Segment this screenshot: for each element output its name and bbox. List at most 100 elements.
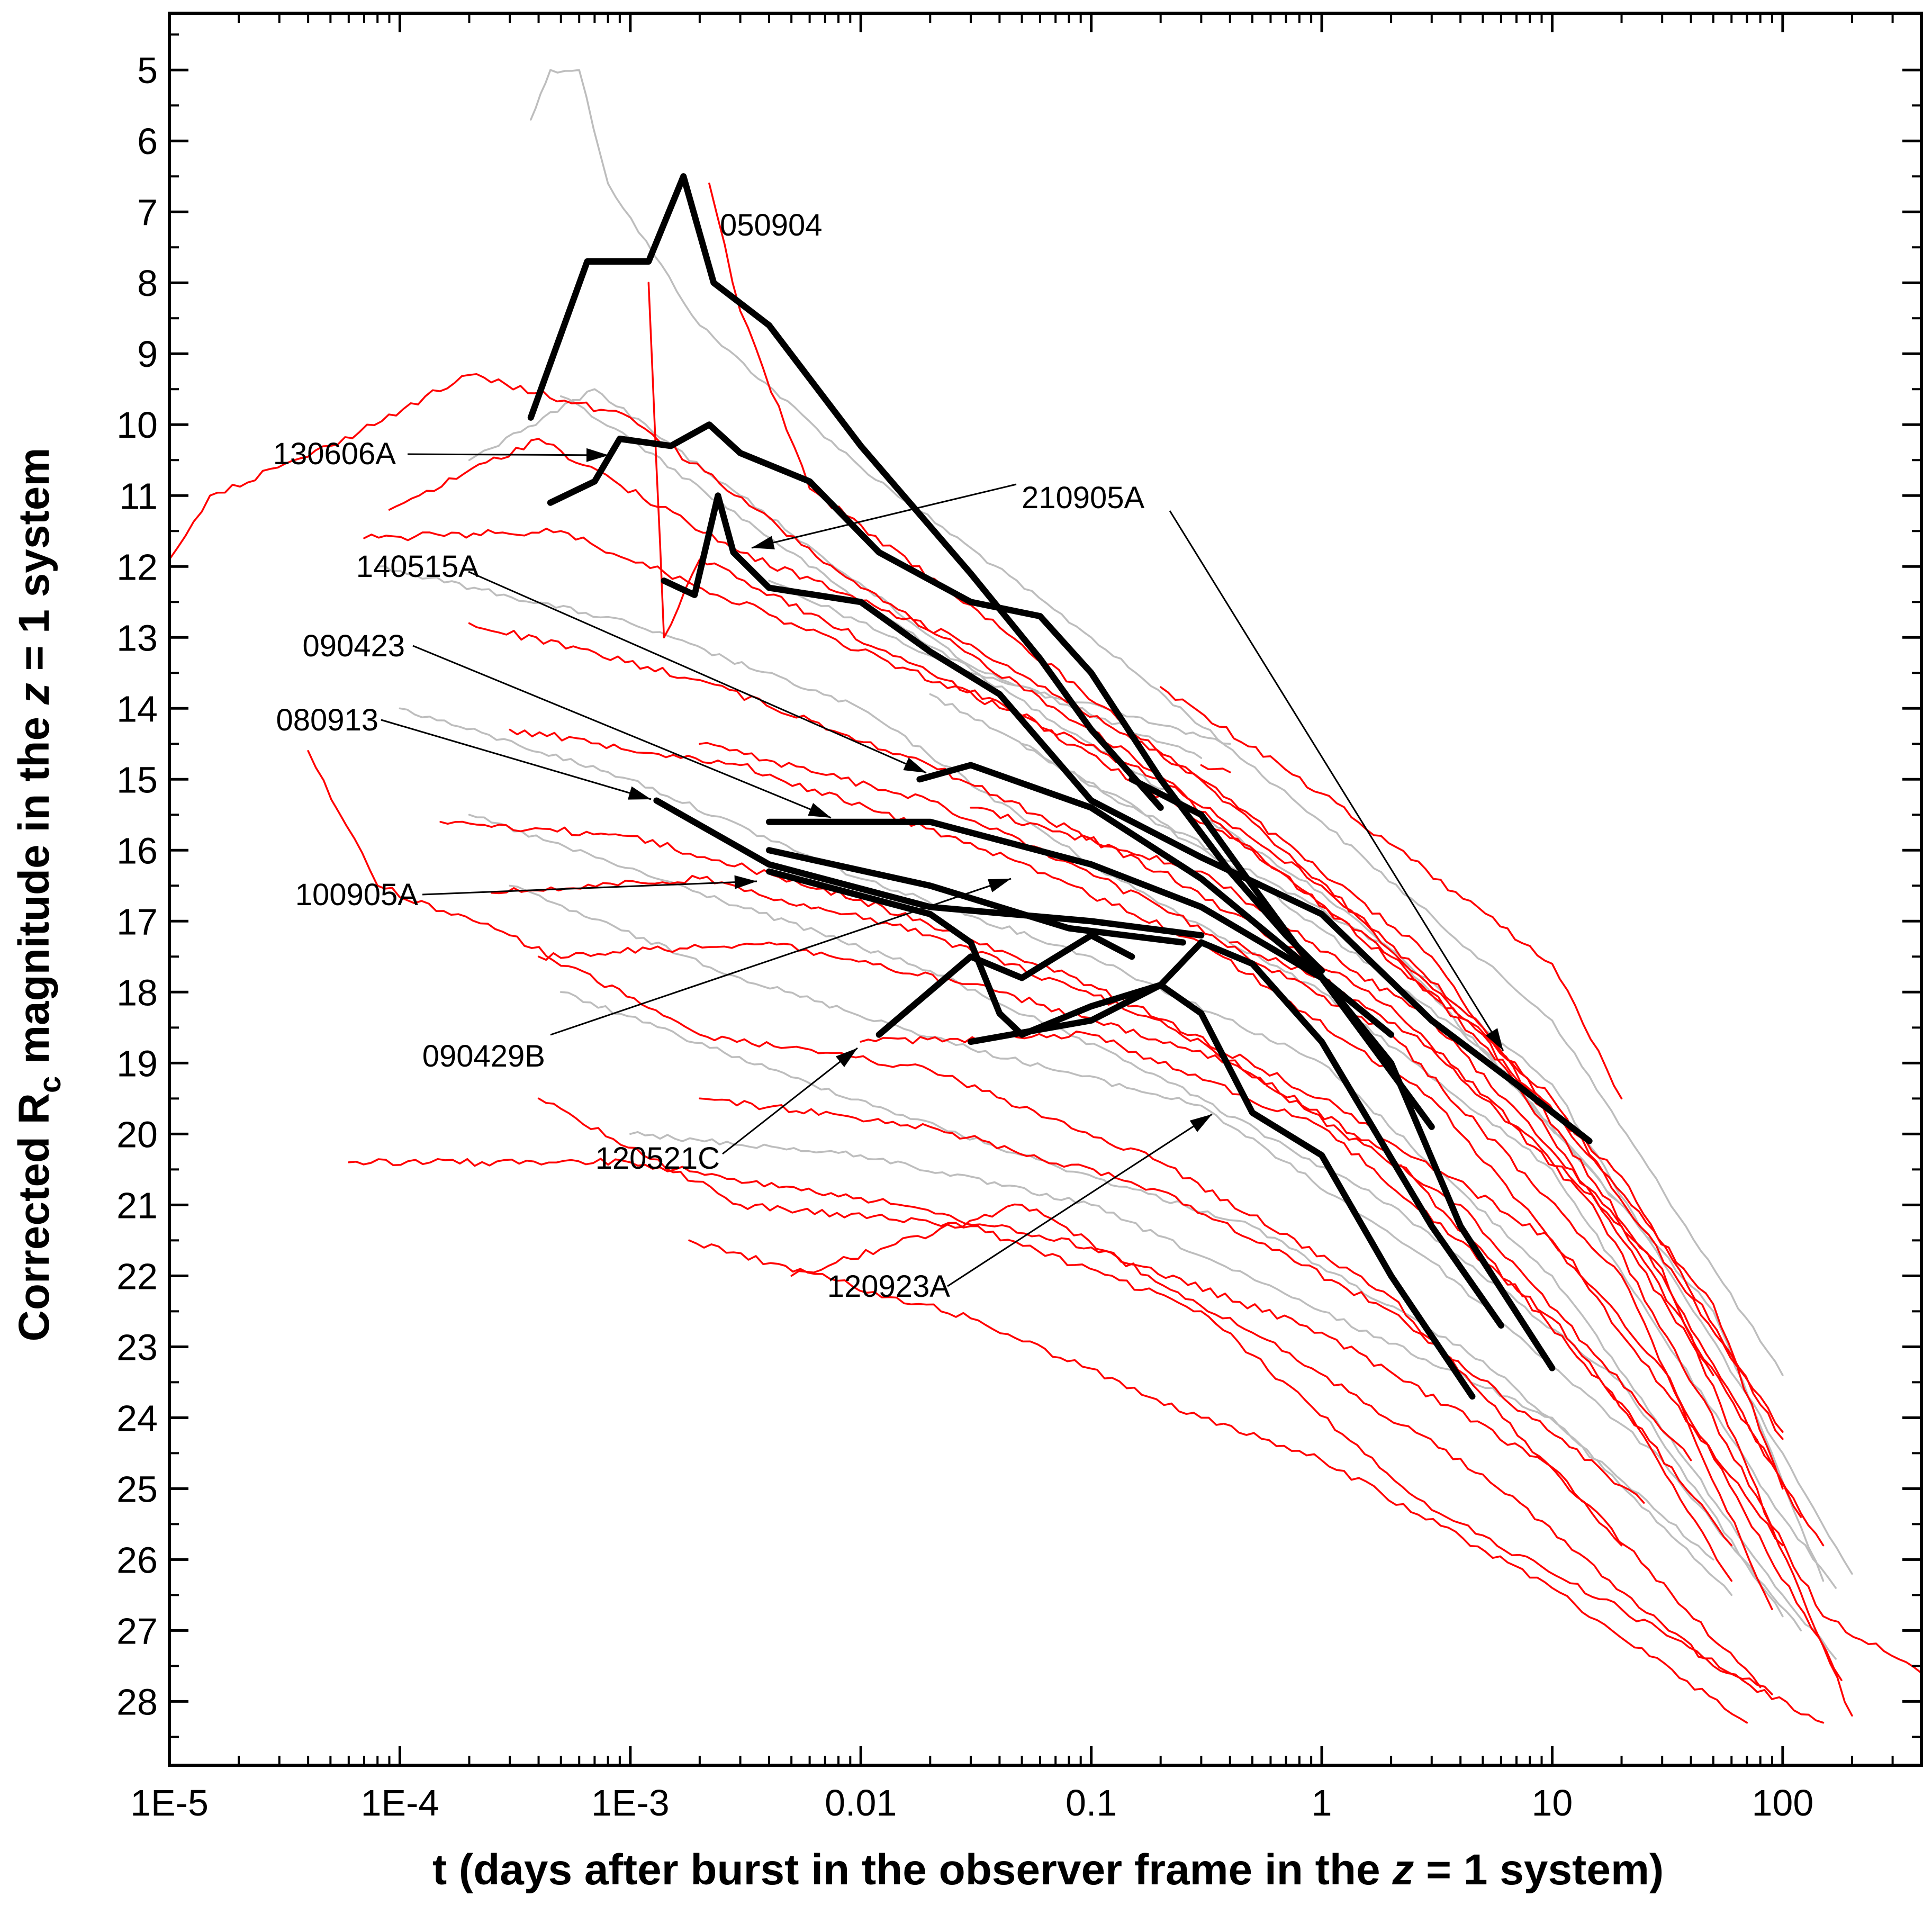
red-series-line-19	[1159, 686, 1623, 1100]
red-series-line-7	[537, 941, 1692, 1461]
annotation-arrow-line	[407, 453, 609, 456]
y-tick-label: 10	[116, 404, 158, 446]
black-series-line-3	[661, 492, 1593, 1144]
annotation-label-090423: 090423	[302, 629, 405, 663]
annotation-label-140515a: 140515A	[356, 549, 480, 584]
annotation-arrow-line	[550, 878, 1012, 1036]
y-tick-label: 14	[116, 688, 158, 729]
x-tick-label: 1	[1312, 1782, 1332, 1823]
annotation-arrow-line	[751, 483, 1017, 549]
y-tick-label: 19	[116, 1043, 158, 1084]
red-series-line-18	[1200, 764, 1231, 773]
y-tick-label: 6	[137, 121, 158, 162]
black-series-line-8	[766, 868, 1476, 1400]
annotation-arrow-line	[1169, 510, 1504, 1051]
y-axis-title: Corrected Rc magnitude in the z = 1 syst…	[10, 448, 67, 1342]
y-tick-label: 27	[116, 1610, 158, 1651]
annotation-arrow-line	[412, 645, 832, 819]
red-series-line-14	[699, 742, 1773, 1610]
y-tick-label: 18	[116, 972, 158, 1013]
gray-series-line-10	[768, 580, 1231, 745]
y-tick-label: 5	[137, 50, 158, 91]
annotation-arrowhead	[586, 448, 609, 462]
y-tick-label: 25	[116, 1468, 158, 1510]
black-series-line-9	[875, 932, 1135, 1038]
annotation-arrow-line	[722, 1047, 858, 1155]
gray-series-line-8	[629, 1131, 1733, 1596]
y-tick-label: 22	[116, 1256, 158, 1297]
gray-series-line-12	[1021, 743, 1825, 1582]
red-series-line-12	[647, 282, 1784, 1440]
red-series-line-20	[699, 1097, 1645, 1504]
y-tick-label: 12	[116, 546, 158, 588]
annotation-label-120923a: 120923A	[827, 1269, 951, 1304]
black-series-group	[527, 173, 1593, 1400]
annotation-arrow-line	[381, 719, 652, 800]
x-tick-label: 100	[1752, 1782, 1813, 1823]
annotation-label-210905a: 210905A	[1022, 481, 1145, 515]
annotation-arrowhead	[835, 1048, 857, 1068]
annotation-arrowhead	[903, 757, 926, 773]
annotation-arrowhead	[1189, 1114, 1212, 1132]
annotation-arrow-line	[422, 880, 757, 896]
annotation-arrowhead	[808, 802, 831, 818]
y-tick-label: 23	[116, 1326, 158, 1368]
gray-series-line-6	[509, 884, 1802, 1632]
red-series-line-4	[468, 622, 1825, 1547]
black-series-line-2	[547, 421, 1325, 974]
red-series-line-6	[439, 820, 1784, 1547]
black-series-line-1	[527, 173, 1164, 811]
red-series-line-17	[307, 750, 1623, 1547]
y-tick-label: 15	[116, 759, 158, 800]
y-axis-ticks: 5 6 7 8 9 10 11 12 13 14 15 16 17 18 19 20 21 22 23 24 25 26 2…	[116, 33, 1921, 1738]
annotation-arrowhead	[752, 536, 775, 549]
gray-series-line-1	[530, 69, 1784, 1376]
red-series-line-8	[348, 1158, 1762, 1689]
red-series-line-13	[708, 182, 1784, 1490]
red-series-line-22	[970, 807, 1853, 1717]
annotation-arrowhead	[734, 875, 757, 889]
red-series-line-10	[688, 1239, 1748, 1724]
red-series-line-9	[537, 1097, 1773, 1695]
red-series-line-2	[388, 438, 1802, 1518]
annotation-label-080913: 080913	[276, 703, 378, 737]
y-tick-label: 28	[116, 1681, 158, 1722]
black-series-line-11	[1128, 776, 1556, 1371]
annotation-label-130606a: 130606A	[273, 437, 396, 471]
y-tick-label: 8	[137, 263, 158, 304]
y-tick-label: 20	[116, 1114, 158, 1155]
y-tick-label: 11	[119, 475, 158, 517]
y-tick-label: 16	[116, 830, 158, 871]
x-tick-label: 1E-5	[130, 1782, 209, 1823]
gray-series-line-3	[376, 565, 1837, 1589]
gray-series-line-7	[559, 991, 1714, 1561]
annotation-arrow-line	[468, 571, 927, 774]
x-axis-ticks: 1E-5 1E-4 1E-3 0.01 0.1 1 10 100	[130, 13, 1922, 1823]
annotation-arrowhead	[628, 786, 651, 800]
gray-series-line-4	[399, 707, 1837, 1660]
red-series-line-1	[168, 373, 1784, 1433]
x-axis-title: t (days after burst in the observer fram…	[432, 1846, 1664, 1894]
red-series-line-11	[790, 1203, 1825, 1724]
annotation-label-050904: 050904	[720, 208, 823, 242]
y-tick-label: 9	[137, 333, 158, 375]
y-tick-label: 17	[116, 901, 158, 942]
y-tick-label: 21	[116, 1185, 158, 1226]
annotation-arrow-line	[947, 1113, 1213, 1287]
annotation-label-100905a: 100905A	[295, 878, 419, 912]
annotation-label-120521c: 120521C	[595, 1141, 720, 1176]
x-tick-label: 0.1	[1066, 1782, 1117, 1823]
y-tick-label: 26	[116, 1539, 158, 1581]
black-series-line-7	[766, 847, 1186, 946]
annotation-arrowhead	[988, 879, 1011, 892]
black-series-line-10	[968, 939, 1504, 1329]
annotation-arrowhead	[1485, 1028, 1503, 1051]
y-tick-label: 24	[116, 1397, 158, 1439]
y-tick-label: 13	[116, 617, 158, 658]
plot-frame	[168, 12, 1923, 1767]
x-tick-label: 10	[1532, 1782, 1573, 1823]
x-tick-label: 0.01	[825, 1782, 897, 1823]
x-tick-label: 1E-3	[591, 1782, 670, 1823]
